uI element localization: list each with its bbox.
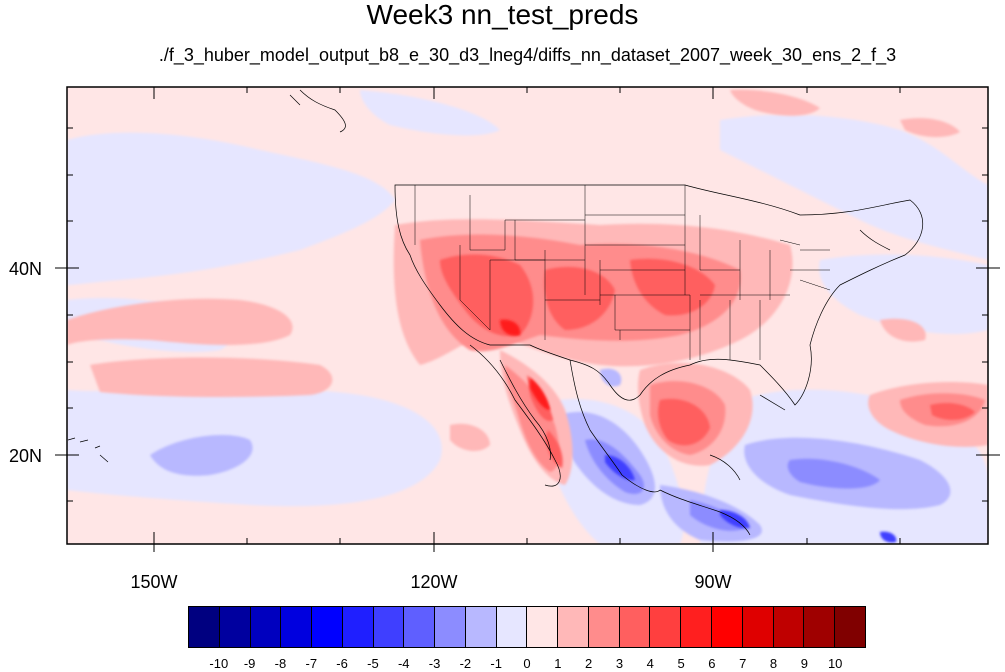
colorbar-swatch [404, 607, 436, 647]
colorbar-swatch [588, 607, 620, 647]
positive-anomaly-strong [440, 254, 975, 468]
colorbar-label: -9 [243, 656, 256, 671]
contour-map [55, 86, 1000, 552]
map-frame [66, 86, 989, 545]
colorbar-label: 3 [615, 656, 624, 671]
colorbar-label: 2 [585, 656, 593, 671]
colorbar-swatch [773, 607, 805, 647]
colorbar-swatch [342, 607, 374, 647]
colorbar-label: 6 [708, 656, 716, 671]
colorbar-label: -10 [209, 656, 229, 671]
colorbar [188, 606, 866, 648]
lon-label-150w: 150W [130, 572, 178, 592]
colorbar-swatch [742, 607, 774, 647]
map-subtitle: ./f_3_huber_model_output_b8_e_30_d3_lneg… [158, 45, 897, 65]
coastlines [67, 89, 924, 536]
colorbar-swatch [250, 607, 282, 647]
lon-label-120w: 120W [410, 572, 458, 592]
colorbar-swatch [281, 607, 313, 647]
state-borders [414, 185, 831, 360]
colorbar-label: -2 [459, 656, 472, 671]
colorbar-label: 1 [554, 656, 562, 671]
colorbar-swatch [681, 607, 713, 647]
colorbar-swatch [373, 607, 405, 647]
map-title: Week3 nn_test_preds [366, 0, 639, 30]
colorbar-swatch [650, 607, 682, 647]
colorbar-swatch [558, 607, 589, 647]
colorbar-label: -8 [274, 656, 287, 671]
colorbar-swatch [435, 607, 466, 647]
colorbar-label: 5 [677, 656, 685, 671]
colorbar-swatch [804, 607, 836, 647]
lat-label-20n: 20N [8, 446, 42, 466]
colorbar-swatch [219, 607, 251, 647]
grid-ticks [67, 87, 988, 544]
colorbar-swatch [619, 607, 651, 647]
colorbar-swatch [312, 607, 343, 647]
colorbar-swatch [835, 607, 865, 647]
colorbar-label: 7 [739, 656, 747, 671]
colorbar-swatch [465, 607, 497, 647]
colorbar-label: -7 [305, 656, 318, 671]
colorbar-label: 8 [769, 656, 778, 671]
colorbar-label: -1 [490, 656, 502, 671]
colorbar-label: 4 [646, 656, 654, 671]
colorbar-swatch [712, 607, 743, 647]
colorbar-label: -5 [367, 656, 379, 671]
colorbar-label: -6 [336, 656, 348, 671]
colorbar-label: 9 [800, 656, 808, 671]
colorbar-swatch [189, 607, 220, 647]
colorbar-label: -3 [428, 656, 441, 671]
colorbar-label: 10 [827, 656, 843, 671]
colorbar-swatch [496, 607, 528, 647]
colorbar-label: 0 [523, 656, 531, 671]
colorbar-label: -4 [397, 656, 410, 671]
outer-ticks [55, 267, 1000, 552]
positive-anomaly-deep [500, 319, 550, 410]
lat-label-40n: 40N [8, 259, 42, 279]
colorbar-swatch [527, 607, 559, 647]
lon-label-90w: 90W [694, 572, 732, 592]
